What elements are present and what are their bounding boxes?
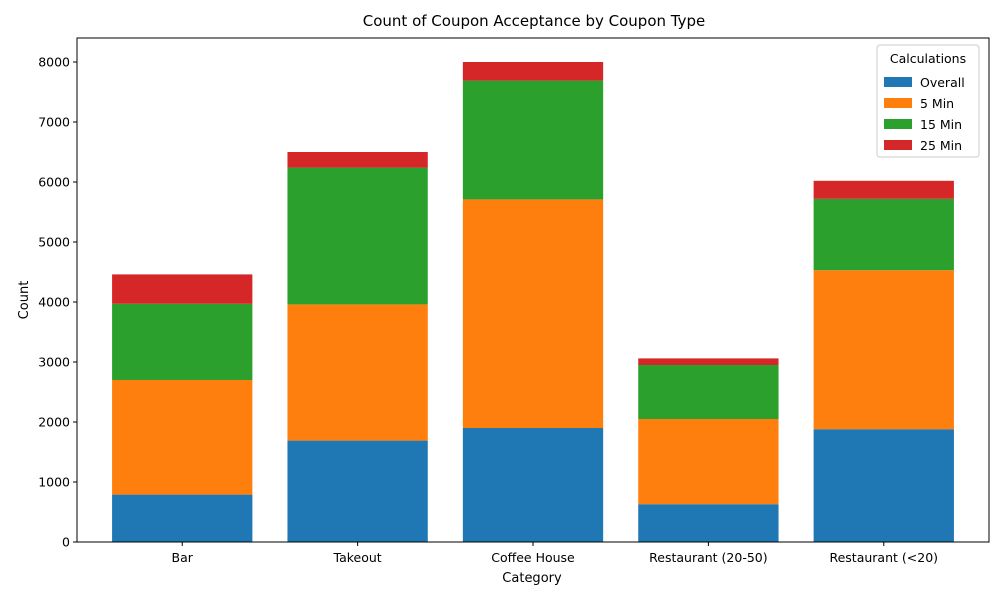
bars-layer: [112, 62, 954, 542]
bar-segment-coffee-house-5-min: [462, 199, 604, 428]
bar-segment-restaurant-20--overall: [813, 429, 954, 542]
legend-swatch: [884, 98, 912, 108]
y-axis-label: Count: [17, 281, 32, 320]
y-tick-label: 0: [62, 535, 70, 550]
bar-segment-takeout-25-min: [287, 152, 428, 168]
legend-title: Calculations: [890, 51, 966, 66]
legend-label: Overall: [920, 75, 965, 90]
x-tick-label: Restaurant (<20): [829, 550, 938, 565]
bar-segment-restaurant-20-50--overall: [638, 504, 779, 542]
x-tick-label: Restaurant (20-50): [649, 550, 767, 565]
legend-label: 25 Min: [920, 138, 962, 153]
bar-segment-restaurant-20--25-min: [813, 180, 954, 199]
x-tick-label: Coffee House: [491, 550, 575, 565]
y-tick-label: 7000: [38, 115, 70, 130]
bar-segment-coffee-house-15-min: [462, 80, 604, 200]
x-tick-label: Takeout: [333, 550, 382, 565]
x-axis-label: Category: [502, 571, 562, 586]
bar-segment-restaurant-20-50--15-min: [638, 365, 779, 419]
y-tick-label: 1000: [38, 475, 70, 490]
bar-segment-bar-25-min: [112, 274, 253, 304]
bar-segment-bar-5-min: [112, 380, 253, 495]
bar-segment-restaurant-20-50--25-min: [638, 358, 779, 365]
legend-swatch: [884, 119, 912, 129]
bar-segment-coffee-house-25-min: [462, 62, 604, 81]
bar-segment-restaurant-20--15-min: [813, 198, 954, 271]
bar-segment-takeout-15-min: [287, 167, 428, 305]
legend-label: 5 Min: [920, 96, 954, 111]
bar-segment-bar-overall: [112, 494, 253, 542]
y-tick-label: 8000: [38, 55, 70, 70]
bar-segment-takeout-overall: [287, 440, 428, 542]
y-tick-label: 6000: [38, 175, 70, 190]
legend: Calculations Overall 5 Min 15 Min 25 Min: [876, 44, 980, 158]
legend-swatch: [884, 140, 912, 150]
y-tick-label: 4000: [38, 295, 70, 310]
y-tick-label: 3000: [38, 355, 70, 370]
x-tick-label: Bar: [172, 550, 194, 565]
chart-title: Count of Coupon Acceptance by Coupon Typ…: [363, 12, 706, 30]
bar-segment-coffee-house-overall: [462, 428, 604, 542]
y-tick-label: 5000: [38, 235, 70, 250]
y-tick-label: 2000: [38, 415, 70, 430]
bar-segment-restaurant-20--5-min: [813, 270, 954, 430]
legend-label: 15 Min: [920, 117, 962, 132]
axes-layer: 0 1000 2000 3000 4000 5000 6000 7000 8000 Bar Take…: [38, 37, 990, 565]
bar-segment-takeout-5-min: [287, 304, 428, 441]
bar-segment-restaurant-20-50--5-min: [638, 419, 779, 505]
bar-segment-bar-15-min: [112, 303, 253, 380]
legend-swatch: [884, 77, 912, 87]
